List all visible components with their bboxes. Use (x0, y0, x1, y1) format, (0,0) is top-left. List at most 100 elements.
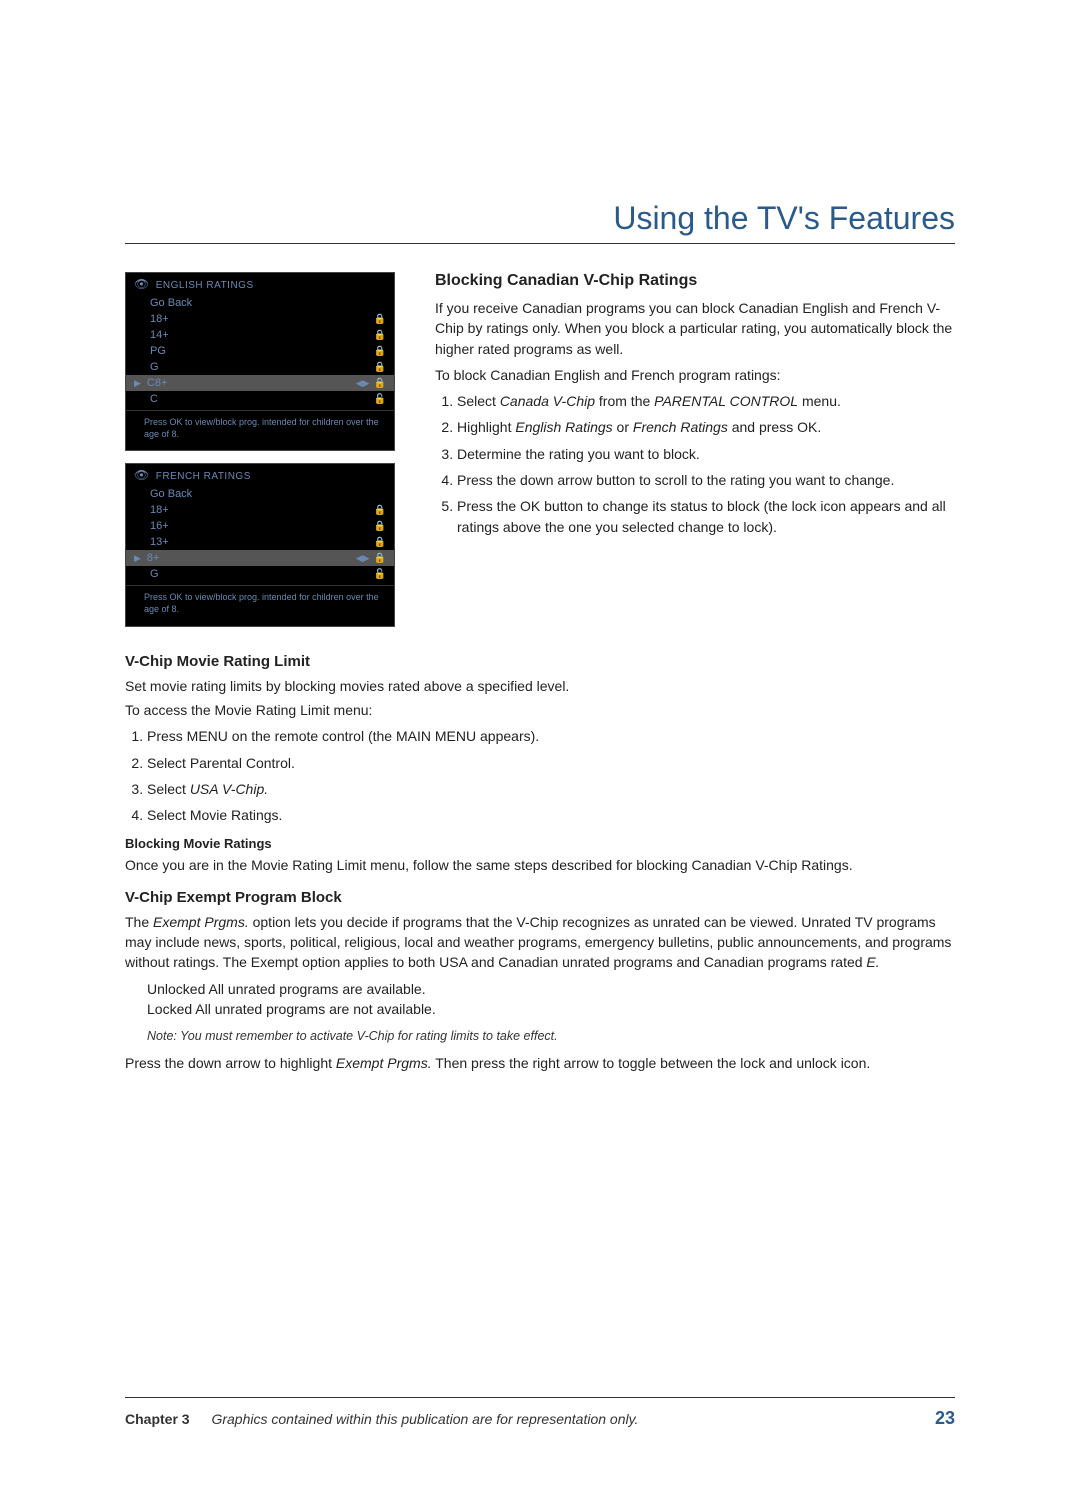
vchip-exempt-heading: V-Chip Exempt Program Block (125, 889, 955, 906)
footer-left: Chapter 3 Graphics contained within this… (125, 1411, 638, 1427)
t: Parental Control. (190, 755, 295, 771)
french-ratings-menu: 👁FRENCH RATINGS Go Back 18+🔒 16+🔒 13+ 🔒 ▶… (125, 463, 395, 626)
eye-icon: 👁 (134, 277, 150, 291)
t: Select (147, 781, 190, 797)
footer-desc: Graphics contained within this publicati… (211, 1411, 638, 1427)
row-label: Go Back (150, 297, 192, 309)
menu-row-8-selected: ▶ 8+ ◀▶ 🔒 (126, 550, 394, 566)
t: Highlight (457, 419, 515, 435)
row-label: C (150, 393, 158, 405)
vchip-movie-p1: Set movie rating limits by blocking movi… (125, 676, 955, 696)
t: Exempt Prgms. (336, 1055, 432, 1071)
left-column: 👁 ENGLISH RATINGS Go Back 18+🔒 14+ 🔒 PG 🔒 G… (125, 272, 405, 639)
left-right-arrow-icon: ◀▶ (356, 378, 370, 388)
step-1: Press MENU on the remote control (the MA… (147, 726, 955, 746)
t: English Ratings (515, 419, 612, 435)
t: Exempt Prgms. (153, 914, 249, 930)
vchip-movie-heading: V-Chip Movie Rating Limit (125, 653, 955, 670)
lock-icon: 🔒 (374, 378, 386, 389)
menu-row-pg: PG 🔒 (126, 343, 394, 359)
row-label: 14+ (150, 329, 169, 341)
t: or (613, 419, 633, 435)
t: Locked (147, 1001, 195, 1017)
blocking-canadian-steps: Select Canada V-Chip from the PARENTAL C… (435, 391, 955, 537)
step-4: Press the down arrow button to scroll to… (457, 470, 955, 490)
row-label: C8+ (147, 377, 168, 389)
blocking-canadian-lead: To block Canadian English and French pro… (435, 365, 955, 385)
lock-icon: 🔒 (374, 553, 386, 564)
t: All unrated programs are available. (208, 981, 425, 997)
chapter-label: Chapter 3 (125, 1411, 190, 1427)
menu-row-goback: Go Back (126, 486, 394, 502)
row-label: 8+ (147, 552, 160, 564)
menu-row-13: 13+ 🔒 (126, 534, 394, 550)
step-4: Select Movie Ratings. (147, 805, 955, 825)
blocking-movie-subheading: Blocking Movie Ratings (125, 836, 955, 851)
step-3: Select USA V-Chip. (147, 779, 955, 799)
selection-arrow-icon: ▶ (134, 553, 141, 563)
menu-row-c: C🔓 (126, 391, 394, 407)
unlock-icon: 🔓 (374, 569, 386, 580)
vchip-note: Note: You must remember to activate V-Ch… (147, 1027, 955, 1045)
row-label: Go Back (150, 488, 192, 500)
row-label: 13+ (150, 536, 169, 548)
locked-line: Locked All unrated programs are not avai… (147, 999, 955, 1019)
menu-title-row: 👁 ENGLISH RATINGS (126, 273, 394, 295)
t: menu. (798, 393, 841, 409)
menu-row-18: 18+🔒 (126, 311, 394, 327)
menu-row-c8-selected: ▶ C8+ ◀▶ 🔒 (126, 375, 394, 391)
lock-icon: 🔒 (374, 362, 386, 373)
lock-icon: 🔒 (374, 330, 386, 341)
blocking-canadian-intro: If you receive Canadian programs you can… (435, 298, 955, 359)
english-menu-title: ENGLISH RATINGS (156, 280, 254, 291)
main-two-column: 👁 ENGLISH RATINGS Go Back 18+🔒 14+ 🔒 PG 🔒 G… (125, 272, 955, 639)
step-1: Select Canada V-Chip from the PARENTAL C… (457, 391, 955, 411)
menu-row-16: 16+🔒 (126, 518, 394, 534)
t: All unrated programs are not available. (195, 1001, 435, 1017)
menu-title-row: 👁FRENCH RATINGS (126, 464, 394, 486)
t: The (125, 914, 153, 930)
menu-note: Press OK to view/block prog. intended fo… (126, 585, 394, 625)
t: Select (457, 393, 500, 409)
menu-row-goback: Go Back (126, 295, 394, 311)
t: French Ratings (633, 419, 728, 435)
page-title: Using the TV's Features (125, 200, 955, 244)
t: MAIN MENU (396, 728, 476, 744)
t: E. (866, 954, 879, 970)
blocking-canadian-heading: Blocking Canadian V-Chip Ratings (435, 272, 955, 290)
lock-icon: 🔒 (374, 346, 386, 357)
t: Then press the right arrow to toggle bet… (432, 1055, 871, 1071)
t: from the (595, 393, 654, 409)
left-right-arrow-icon: ◀▶ (356, 553, 370, 563)
vchip-movie-steps: Press MENU on the remote control (the MA… (125, 726, 955, 825)
unlocked-locked-block: Unlocked All unrated programs are availa… (147, 979, 955, 1020)
t: appears). (476, 728, 539, 744)
step-2: Select Parental Control. (147, 753, 955, 773)
t: Press the down arrow to highlight (125, 1055, 336, 1071)
t: Select (147, 755, 190, 771)
menu-row-g: G🔓 (126, 566, 394, 582)
t: Unlocked (147, 981, 208, 997)
english-ratings-menu: 👁ENGLISH RATINGS Go Back 18+🔒 14+🔒 PG🔒 G… (125, 272, 395, 451)
t: USA V-Chip. (190, 781, 268, 797)
t: and press OK. (728, 419, 821, 435)
row-label: G (150, 568, 159, 580)
lock-icon: 🔒 (374, 537, 386, 548)
t: Canada V-Chip (500, 393, 595, 409)
vchip-movie-p2: To access the Movie Rating Limit menu: (125, 700, 955, 720)
selection-arrow-icon: ▶ (134, 378, 141, 388)
t: Movie Ratings. (190, 807, 283, 823)
step-2: Highlight English Ratings or French Rati… (457, 417, 955, 437)
right-column: Blocking Canadian V-Chip Ratings If you … (435, 272, 955, 639)
t: Select (147, 807, 190, 823)
page-number: 23 (935, 1408, 955, 1429)
menu-row-18: 18+🔒 (126, 502, 394, 518)
eye-icon: 👁 (134, 468, 150, 482)
lock-icon: 🔒 (374, 505, 386, 516)
row-label: PG (150, 345, 166, 357)
t: option lets you decide if programs that … (125, 914, 951, 971)
menu-row-14: 14+ 🔒 (126, 327, 394, 343)
step-5: Press the OK button to change its status… (457, 496, 955, 537)
unlocked-line: Unlocked All unrated programs are availa… (147, 979, 955, 999)
blocking-movie-p: Once you are in the Movie Rating Limit m… (125, 855, 955, 875)
